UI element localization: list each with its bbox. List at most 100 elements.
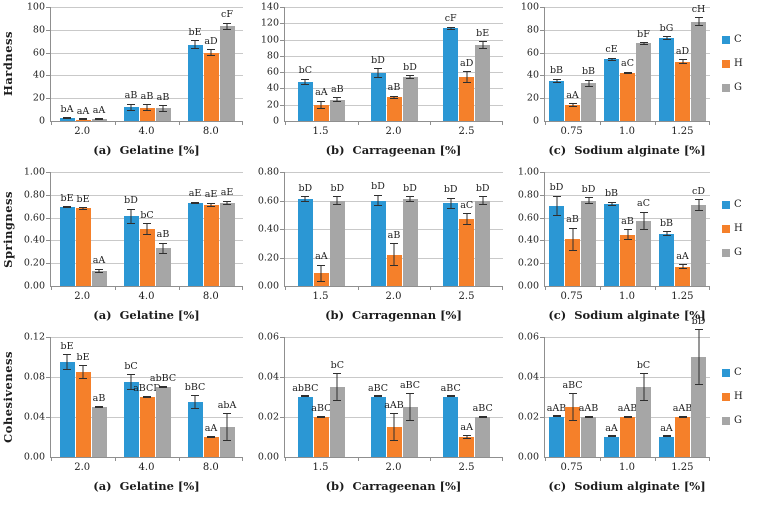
- y-tick-label: 0: [532, 115, 539, 127]
- x-axis-tick: [178, 457, 180, 461]
- error-bar-line: [556, 196, 557, 216]
- error-bar-line: [130, 104, 132, 110]
- x-axis-tick: [285, 121, 286, 125]
- error-bar-line: [226, 414, 228, 440]
- sig-label: bF: [637, 28, 650, 40]
- sig-label: aE: [220, 187, 234, 198]
- bar-H-2.0: [386, 427, 402, 457]
- sig-label: aC: [637, 198, 650, 210]
- x-axis-tick: [599, 457, 601, 461]
- error-bar-line: [162, 106, 164, 111]
- bar-G-2.0: [402, 199, 418, 286]
- legend-label: G: [734, 247, 742, 258]
- gridline: [280, 23, 503, 25]
- y-tick-label: 0.20: [23, 257, 45, 269]
- x-tick-label: 1.0: [619, 126, 635, 137]
- error-bar: [478, 41, 487, 50]
- y-tick-label: 0.40: [23, 234, 45, 246]
- error-bar-line: [130, 375, 132, 389]
- x-axis-tick: [242, 286, 243, 290]
- bar-slot: aA: [91, 7, 107, 121]
- x-axis-title: (b) Carrageenan [%]: [325, 143, 462, 157]
- error-bar-line: [409, 197, 411, 201]
- bar-group-2.0: bE bE aA: [51, 172, 115, 286]
- x-tick-labels: 2.0 4.0 8.0: [50, 458, 243, 476]
- bar-slot: bE: [187, 7, 203, 121]
- bar-G-1.25: [691, 21, 706, 121]
- bar-G-1.5: [329, 200, 345, 286]
- error-bar: [607, 57, 616, 62]
- sig-label: bD: [371, 54, 385, 66]
- x-axis-tick: [430, 121, 432, 125]
- error-bar-line: [98, 269, 100, 273]
- y-tick-label: 100: [26, 1, 45, 13]
- error-bar-line: [393, 244, 395, 266]
- error-bar: [552, 195, 561, 217]
- x-axis-tick: [178, 286, 180, 290]
- legend-swatch-C: [722, 369, 730, 377]
- x-axis-tick: [654, 457, 656, 461]
- sig-label: aB: [621, 215, 634, 227]
- sig-label: bD: [330, 182, 345, 194]
- gridline: [540, 217, 710, 219]
- bar-slot: abBC: [292, 337, 318, 457]
- error-bar-line: [698, 330, 699, 384]
- error-bar: [301, 196, 310, 202]
- error-bar: [333, 97, 342, 103]
- y-tick-labels: 0 20 40 60 80 100: [16, 2, 50, 125]
- gridline: [540, 7, 710, 8]
- x-tick-label: 1.0: [619, 462, 635, 473]
- y-tick-label: 80: [526, 24, 539, 36]
- x-tick-labels: 0.75 1.0 1.25: [544, 122, 710, 140]
- error-bar: [317, 264, 326, 282]
- bar-G-0.75: [581, 83, 596, 121]
- x-axis-tick: [242, 457, 243, 461]
- bar-groups: bD aA bD bD aB bD bD aC bD: [285, 172, 503, 286]
- bar-group-1.0: bB aB aC: [600, 172, 655, 286]
- error-bar-line: [210, 50, 212, 56]
- error-bar: [623, 416, 632, 418]
- sig-label: aBC: [367, 383, 389, 395]
- bar-H-2.0: [75, 119, 91, 121]
- error-bar: [79, 117, 87, 120]
- error-bar-line: [130, 209, 132, 224]
- error-bar: [95, 406, 103, 408]
- x-tick-label: 4.0: [138, 291, 155, 302]
- gridline: [540, 52, 710, 54]
- bar-groups: bB aA bB cE aC bF bG aD cH: [545, 5, 710, 121]
- bar-C-1.0: [604, 437, 619, 457]
- bar-C-8.0: [187, 202, 203, 286]
- error-bar-line: [377, 69, 379, 77]
- x-axis-tick: [285, 286, 286, 290]
- y-tick-label: 0.60: [23, 211, 45, 223]
- legend-swatch-H: [722, 60, 730, 68]
- bar-slot: aB: [139, 7, 155, 121]
- y-tick-label: 20: [266, 98, 279, 110]
- x-axis-tick: [430, 286, 432, 290]
- error-bar: [662, 231, 671, 236]
- bar-groups: bE bE aA bD bC aB aE aE aE: [51, 172, 243, 286]
- error-bar-line: [482, 42, 484, 49]
- error-bar-line: [482, 197, 484, 204]
- chart-main: bC aA aB bD aB bD cF aD bE 1.5 2.0 2.5 (b) Carrageen…: [280, 7, 510, 165]
- y-axis-title-col: Hardness: [0, 7, 16, 121]
- error-bar-line: [450, 27, 452, 29]
- bar-G-2.0: [91, 407, 107, 457]
- error-bar: [223, 200, 231, 206]
- error-bar: [406, 393, 414, 421]
- bar-slot: aB: [565, 172, 581, 286]
- error-bar: [462, 435, 471, 439]
- gridline: [46, 194, 243, 196]
- y-tick-label: 0.02: [517, 411, 539, 423]
- bar-H-1.25: [675, 266, 690, 286]
- bar-G-1.0: [636, 387, 651, 457]
- y-tick-label: 60: [32, 46, 45, 58]
- sig-label: aAB: [672, 402, 693, 414]
- bar-slot: bD: [402, 172, 418, 286]
- error-bar: [584, 197, 593, 204]
- x-tick-label: 2.0: [385, 126, 402, 137]
- error-bar-line: [698, 18, 699, 26]
- error-bar: [63, 354, 71, 370]
- y-tick-label: 0.04: [23, 411, 45, 423]
- bar-group-1.5: abBC aBC bC: [285, 337, 358, 457]
